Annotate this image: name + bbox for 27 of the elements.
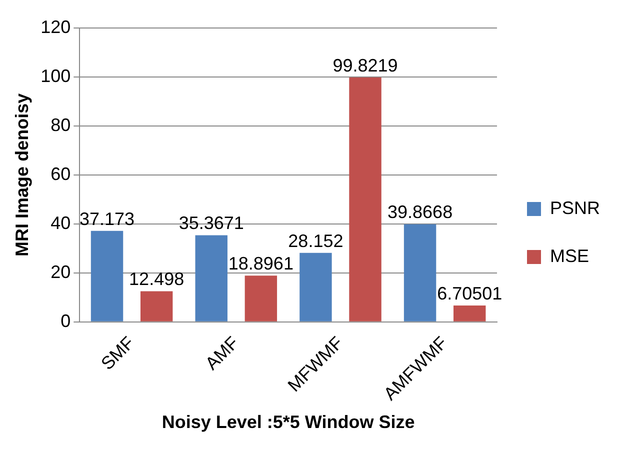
- data-label: 37.173: [79, 208, 135, 229]
- y-tick-label: 40: [50, 212, 71, 233]
- y-tick-label: 20: [50, 262, 71, 282]
- y-tick-label: 100: [40, 66, 71, 86]
- bar: [453, 305, 486, 322]
- y-tick-label: 80: [50, 114, 71, 135]
- bar: [349, 77, 382, 322]
- legend-label: MSE: [550, 246, 590, 266]
- bar: [195, 235, 228, 322]
- bar: [140, 291, 173, 322]
- bar: [244, 276, 278, 322]
- y-tick-label: 60: [50, 164, 71, 184]
- data-label: 28.152: [288, 230, 344, 251]
- data-label: 18.8961: [228, 254, 294, 274]
- data-label: 39.8668: [388, 202, 453, 222]
- bar: [300, 252, 332, 322]
- legend-label: PSNR: [550, 198, 600, 218]
- y-axis-title: MRI Image denoisy: [12, 93, 32, 256]
- bar: [90, 230, 124, 322]
- data-label: 12.498: [129, 269, 184, 290]
- y-tick-label: 0: [60, 310, 71, 331]
- data-label: 99.8219: [332, 55, 398, 76]
- y-tick-label: 120: [40, 16, 71, 37]
- x-axis-title: Noisy Level :5*5 Window Size: [162, 412, 415, 432]
- data-label: 35.3671: [178, 213, 244, 234]
- data-label: 6.70501: [437, 283, 502, 304]
- bar: [404, 224, 436, 322]
